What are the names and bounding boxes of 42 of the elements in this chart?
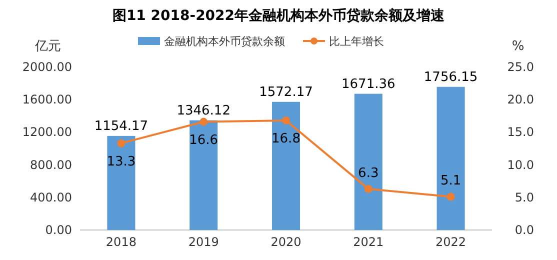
x-tick-label: 2021 [353, 235, 384, 249]
y2-axis-title: % [512, 39, 524, 54]
y2-tick-label: 15.0 [507, 125, 534, 140]
bar [107, 136, 136, 230]
data-label: 1154.17 [94, 118, 148, 134]
bar [354, 94, 382, 230]
y-tick-label: 0.00 [45, 223, 72, 237]
x-tick-label: 2022 [436, 235, 466, 249]
point [200, 118, 208, 126]
point [117, 139, 126, 148]
data-label: 1756.15 [424, 70, 478, 85]
legend-label: 金融机构本外币贷款余额 [164, 35, 285, 48]
legend-label: 比上年增长 [329, 35, 384, 48]
data-label: 1346.12 [176, 103, 230, 118]
point [364, 184, 372, 193]
y-tick-label: 800.00 [30, 158, 72, 172]
data-label: 16.8 [272, 131, 300, 146]
y2-tick-label: 0.0 [514, 223, 534, 237]
data-label: 5.1 [440, 174, 462, 189]
bar [190, 120, 218, 230]
x-tick-label: 2019 [188, 235, 219, 249]
data-label: 16.6 [189, 132, 218, 148]
data-label: 6.3 [358, 166, 379, 181]
data-label: 1671.36 [342, 76, 396, 92]
y-axis-title: 亿元 [34, 39, 61, 54]
bar [436, 86, 465, 230]
data-label: 13.3 [106, 154, 136, 170]
point [282, 116, 290, 124]
y2-tick-label: 5.0 [514, 190, 534, 204]
y-tick-label: 1600.00 [22, 92, 72, 107]
y-tick-label: 2000.00 [22, 60, 72, 74]
chart-title: 图11 2018-2022年金融机构本外币贷款余额及增速 [112, 7, 446, 24]
x-tick-label: 2020 [270, 235, 302, 249]
y-tick-label: 1200.00 [22, 125, 72, 140]
data-label: 1572.17 [259, 84, 313, 100]
bar [272, 102, 300, 230]
y2-tick-label: 10.0 [507, 158, 534, 172]
y2-tick-label: 25.0 [507, 60, 534, 74]
x-tick-label: 2018 [106, 235, 136, 249]
point [446, 192, 455, 201]
y-tick-label: 400.00 [30, 190, 72, 204]
y2-tick-label: 20.0 [507, 92, 534, 107]
